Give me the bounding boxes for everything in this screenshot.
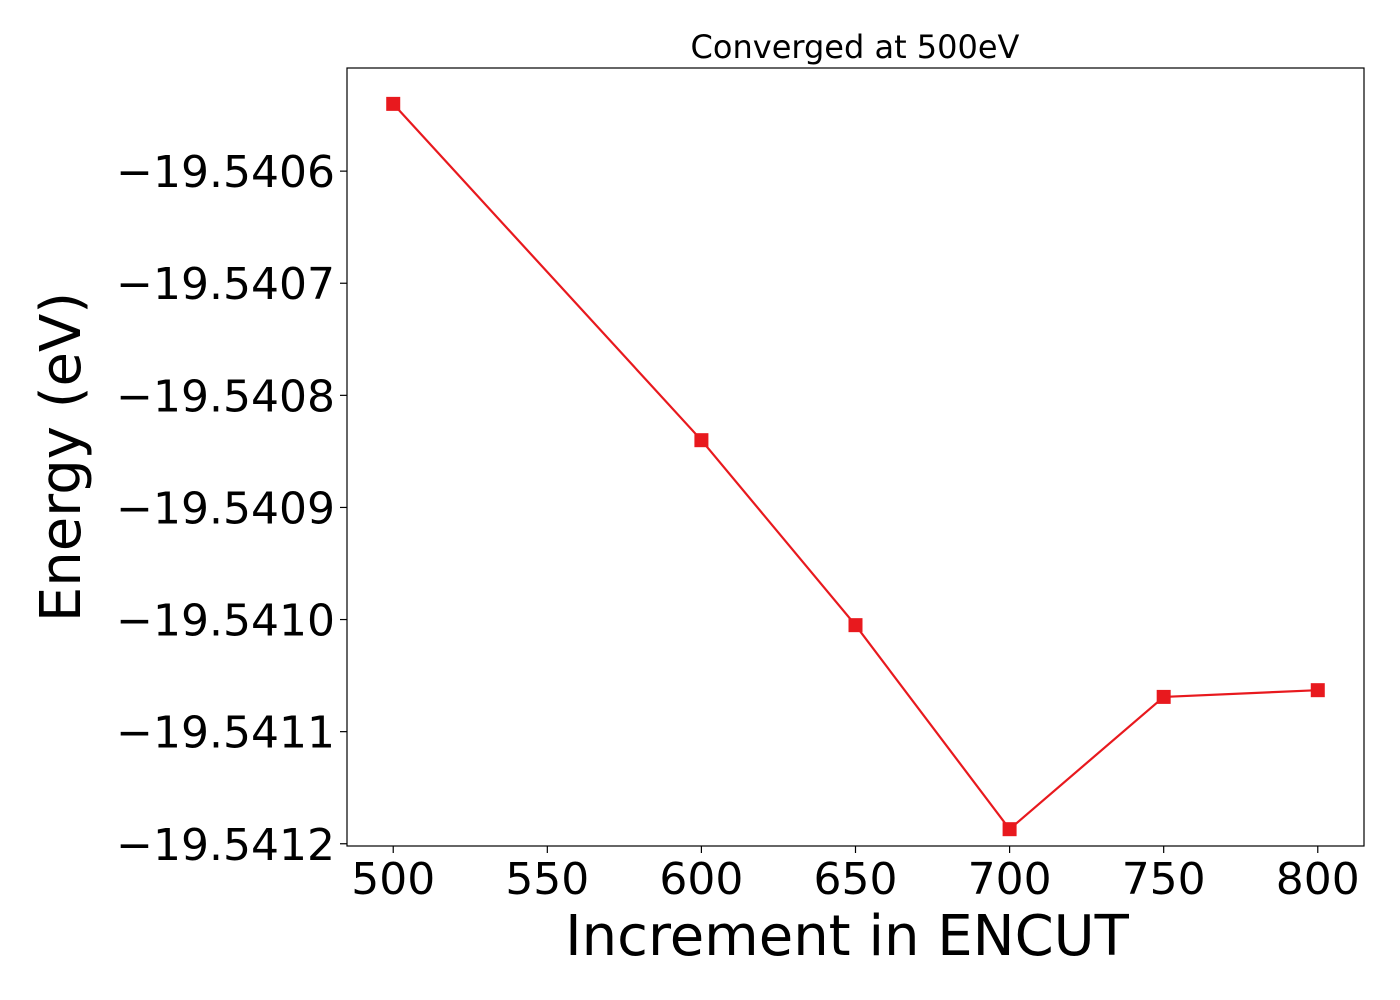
- y-tick-label: −19.5412: [116, 820, 335, 871]
- data-point: [1310, 683, 1325, 698]
- y-tick-label: −19.5411: [116, 708, 335, 759]
- x-axis: 500 550 600 650 700 750 800: [351, 846, 1360, 905]
- series-line: [392, 103, 1318, 831]
- x-tick-label: 800: [1276, 854, 1360, 905]
- y-tick-label: −19.5407: [116, 259, 335, 310]
- y-tick-label: −19.5409: [116, 483, 335, 534]
- y-tick-label: −19.5410: [116, 596, 335, 647]
- x-tick-label: 700: [968, 854, 1052, 905]
- data-point: [386, 96, 401, 111]
- y-axis-label: Energy (eV): [29, 292, 94, 622]
- chart-title: Converged at 500eV: [691, 28, 1020, 66]
- x-tick-label: 500: [351, 854, 435, 905]
- series-layer: [386, 96, 1325, 837]
- x-tick-label: 550: [505, 854, 589, 905]
- y-tick-label: −19.5408: [116, 371, 335, 422]
- x-tick-label: 650: [814, 854, 898, 905]
- y-tick-label: −19.5406: [116, 147, 335, 198]
- data-point: [848, 618, 863, 633]
- x-tick-label: 600: [659, 854, 743, 905]
- x-axis-label: Increment in ENCUT: [565, 904, 1130, 969]
- data-point: [694, 433, 709, 448]
- y-axis: −19.5406 −19.5407 −19.5408 −19.5409 −19.5410…: [116, 147, 347, 871]
- data-point: [1156, 689, 1171, 704]
- plot-area-frame: [346, 67, 1365, 847]
- data-point: [1002, 822, 1017, 837]
- x-tick-label: 750: [1122, 854, 1206, 905]
